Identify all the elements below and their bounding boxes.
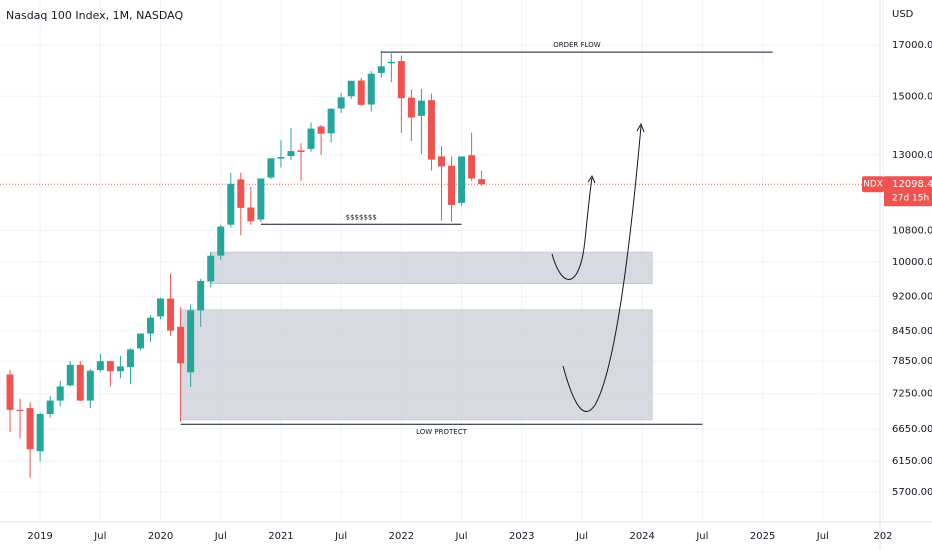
x-tick-label: Jul xyxy=(575,531,588,542)
arrow-head xyxy=(587,174,596,184)
annotation-label: ORDER FLOW xyxy=(553,41,600,49)
x-tick-label: Jul xyxy=(816,531,829,542)
candle-body xyxy=(136,333,144,349)
currency: USD xyxy=(892,9,914,20)
candle-body xyxy=(357,80,365,105)
candle-body xyxy=(317,126,325,134)
candle-body xyxy=(337,97,345,109)
candle-body xyxy=(438,156,445,167)
arrow-curve xyxy=(551,177,593,280)
candle-body xyxy=(157,298,165,317)
x-tick-label: 2021 xyxy=(268,531,293,542)
candle-body xyxy=(36,413,44,452)
candle-body xyxy=(327,108,335,134)
x-tick-label: 202 xyxy=(873,531,892,542)
y-tick-label: 5700.00 xyxy=(892,487,932,498)
candle-body xyxy=(367,73,375,105)
candle-body xyxy=(46,400,54,414)
candle-body xyxy=(126,349,134,367)
y-tick-label: 7250.00 xyxy=(892,389,932,400)
y-tick-label: 8450.00 xyxy=(892,326,932,337)
x-tick-label: Jul xyxy=(455,531,468,542)
price-tag-bg xyxy=(884,176,932,207)
candle-body xyxy=(187,310,195,373)
candle-body xyxy=(257,178,265,220)
candle-body xyxy=(6,374,14,410)
candle-body xyxy=(287,151,295,157)
candle-body xyxy=(297,150,305,153)
x-tick-label: Jul xyxy=(214,531,227,542)
annotations: ORDER FLOW $$$$$$$ LOW PROTECT xyxy=(180,41,773,436)
candle-body xyxy=(347,80,355,97)
candle-body xyxy=(227,183,235,225)
x-tick-label: 2019 xyxy=(27,531,52,542)
candle-body xyxy=(247,207,255,222)
candle-body xyxy=(237,179,245,208)
arrow-curve xyxy=(562,125,642,412)
candle-body xyxy=(56,386,64,401)
overlay: 5700.00 6150.00 6650.00 7250.00 7850.00 8450.… xyxy=(27,40,932,542)
zones xyxy=(180,251,653,421)
x-tick-label: 2024 xyxy=(629,531,654,542)
x-tick-label: 2025 xyxy=(750,531,775,542)
annotation-label: LOW PROTECT xyxy=(416,428,467,436)
y-tick-label: 10800.00 xyxy=(892,226,932,237)
symbol-tag-bg xyxy=(862,176,884,193)
x-tick-label: 2020 xyxy=(148,531,173,542)
y-tick-label: 6150.00 xyxy=(892,456,932,467)
candle-body xyxy=(397,61,405,99)
candle-body xyxy=(417,100,425,116)
zone xyxy=(210,251,653,284)
candle-body xyxy=(277,157,285,159)
chart-title: Nasdaq 100 Index, 1M, NASDAQ xyxy=(6,9,183,22)
candle-body xyxy=(66,364,74,386)
candles xyxy=(6,50,486,479)
candle-body xyxy=(116,366,124,372)
countdown: 27d 15h xyxy=(892,194,929,204)
candle-body xyxy=(307,128,315,149)
candle-body xyxy=(207,255,215,282)
candle-body xyxy=(177,326,185,364)
candle-body xyxy=(147,317,155,334)
candle-body xyxy=(86,370,94,401)
candle-body xyxy=(76,364,84,401)
y-tick-label: 17000.00 xyxy=(892,40,932,51)
candle-body xyxy=(96,361,104,371)
y-tick-label: 7850.00 xyxy=(892,356,932,367)
x-tick-label: Jul xyxy=(93,531,106,542)
arrow-head xyxy=(636,122,645,133)
x-tick-label: 2023 xyxy=(509,531,534,542)
candle-body xyxy=(267,158,275,178)
candle-body xyxy=(106,361,114,372)
candle-body xyxy=(16,409,24,412)
zone xyxy=(180,309,653,421)
candle-body xyxy=(387,61,395,64)
candle-body xyxy=(26,408,34,450)
x-tick-label: Jul xyxy=(695,531,708,542)
y-tick-label: 9200.00 xyxy=(892,291,932,302)
y-tick-label: 6650.00 xyxy=(892,424,932,435)
x-tick-label: 2022 xyxy=(389,531,414,542)
candle-body xyxy=(458,156,466,203)
y-tick-label: 13000.00 xyxy=(892,150,932,161)
candle-body xyxy=(377,66,385,73)
symbol-tag: NDX xyxy=(863,180,883,190)
candle-body xyxy=(478,179,486,185)
candle-body xyxy=(217,226,225,256)
candle-body xyxy=(427,100,435,160)
x-tick-label: Jul xyxy=(334,531,347,542)
annotation-label: $$$$$$$ xyxy=(346,213,377,221)
y-tick-label: 10000.00 xyxy=(892,257,932,268)
candle-body xyxy=(407,97,415,118)
y-tick-label: 15000.00 xyxy=(892,91,932,102)
candle-body xyxy=(197,281,205,311)
candle-body xyxy=(448,165,456,205)
last-price: 12098.44 xyxy=(892,179,932,190)
candle-body xyxy=(468,155,476,179)
candle-body xyxy=(167,298,175,331)
